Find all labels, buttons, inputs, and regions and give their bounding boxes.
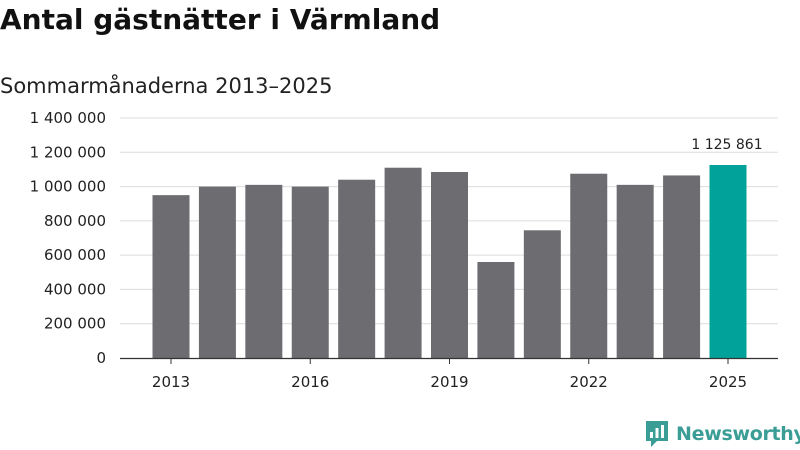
bar-2014: [198, 186, 236, 358]
brand-name: Newsworthy: [676, 423, 800, 445]
bar-2021: [523, 230, 561, 358]
y-tick-label: 1 400 000: [30, 109, 106, 127]
bar-2023: [616, 184, 654, 358]
x-tick-label: 2019: [430, 373, 468, 391]
bar-2020: [477, 262, 515, 358]
y-tick-label: 1 200 000: [30, 143, 106, 161]
bar-2017: [338, 179, 376, 358]
y-tick-label: 400 000: [44, 280, 106, 298]
bar-2025: [709, 164, 747, 358]
x-tick-label: 2016: [291, 373, 329, 391]
chart-subtitle: Sommarmånaderna 2013–2025: [0, 74, 333, 98]
bar-2022: [570, 173, 608, 358]
bar-chart: 0 200 000 400 000 600 000 800 000 1 000 000 1 …: [30, 109, 778, 391]
bar-2019: [431, 172, 468, 358]
bar-2013: [152, 195, 190, 358]
y-tick-label: 0: [96, 349, 106, 367]
data-label: 1 125 861: [691, 137, 762, 153]
bar-2018: [384, 167, 422, 358]
bar-2015: [245, 184, 283, 358]
y-tick-label: 800 000: [44, 212, 106, 230]
y-tick-label: 1 000 000: [30, 178, 106, 196]
x-tick-label: 2013: [152, 373, 190, 391]
brand-logo: Newsworthy: [644, 419, 800, 449]
chart-title: Antal gästnätter i Värmland: [0, 3, 441, 36]
x-tick-label: 2025: [709, 373, 747, 391]
bar-chart-speech-bubble-icon: [646, 421, 668, 447]
x-tick-label: 2022: [570, 373, 608, 391]
bar-2016: [291, 186, 329, 358]
y-tick-label: 200 000: [44, 315, 106, 333]
bar-2024: [663, 175, 701, 358]
y-tick-label: 600 000: [44, 246, 106, 264]
